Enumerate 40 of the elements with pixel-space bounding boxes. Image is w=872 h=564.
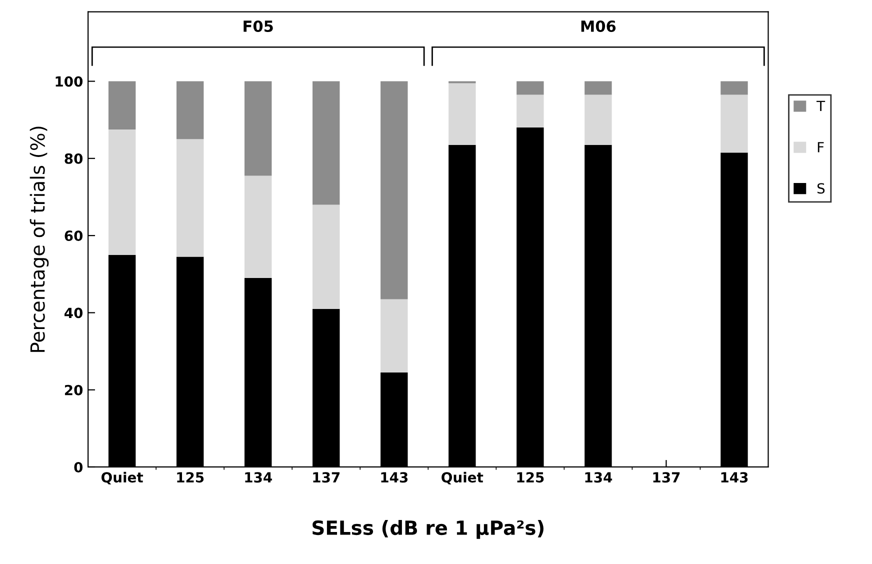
bar xyxy=(312,204,340,309)
bar xyxy=(584,94,612,145)
bar xyxy=(108,129,136,255)
x-tick-label: 125 xyxy=(177,472,204,483)
x-tick-label: 134 xyxy=(585,472,612,483)
x-tick-label: 143 xyxy=(721,472,748,483)
annotation: F05 xyxy=(244,20,273,32)
bar xyxy=(176,139,204,257)
bar xyxy=(516,81,544,95)
x-tick-label: 134 xyxy=(245,472,272,483)
y-tick-label: 20 xyxy=(64,384,83,396)
y-tick-label: 80 xyxy=(64,153,83,164)
x-tick-label: 143 xyxy=(381,472,408,483)
y-tick-label: 0 xyxy=(74,462,83,472)
bar xyxy=(380,299,408,372)
bar xyxy=(244,81,272,176)
y-tick-label: 100 xyxy=(56,76,83,87)
y-tick-label: 60 xyxy=(64,230,83,242)
bar xyxy=(108,81,136,130)
bar xyxy=(720,94,748,153)
bar xyxy=(448,83,476,145)
bar xyxy=(176,81,204,140)
bar xyxy=(380,81,408,300)
x-axis-title: SELss (dB re 1 µPa²s) xyxy=(312,520,544,539)
y-tick-label: 40 xyxy=(64,308,83,318)
x-tick-label: 125 xyxy=(517,472,544,483)
legend-label: S xyxy=(817,183,825,194)
y-axis-title: Percentage of trials (%) xyxy=(30,126,49,352)
legend-label: F xyxy=(818,142,824,152)
x-tick-label: 137 xyxy=(313,472,340,483)
legend-label: T xyxy=(816,100,826,111)
x-tick-label: 137 xyxy=(653,472,680,483)
bar xyxy=(720,81,748,95)
x-tick-label: Quiet xyxy=(442,472,484,484)
bar xyxy=(516,94,544,128)
x-tick-label: Quiet xyxy=(102,472,144,484)
bar xyxy=(244,176,272,278)
bar xyxy=(312,81,340,205)
bar xyxy=(584,81,612,95)
annotation: M06 xyxy=(581,20,616,32)
